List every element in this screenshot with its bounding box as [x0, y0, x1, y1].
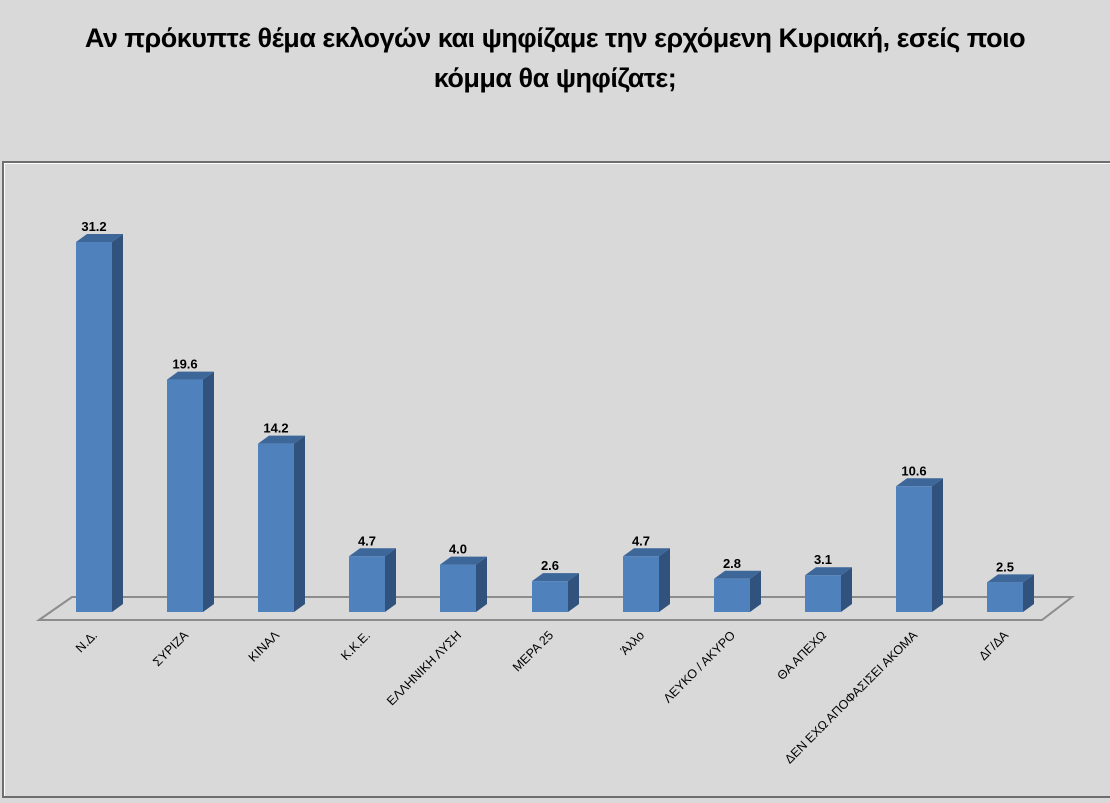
bar-side-face: [841, 567, 852, 612]
bar-series: 31.2 19.6 14.2 4.7 4.0 2.6 4.7 2.8 3.1 10.6 2.5: [76, 219, 1034, 612]
bar-side-face: [203, 371, 214, 612]
bar-top-face: [440, 556, 487, 565]
bar-side-face: [568, 573, 579, 612]
bar-side-face: [659, 548, 670, 612]
chart-title-line-2: κόμμα θα ψηφίζατε;: [433, 63, 677, 93]
bar-top-face: [987, 574, 1034, 583]
bar-front-face: [349, 556, 385, 612]
bar: 2.5: [987, 559, 1034, 612]
bar-front-face: [440, 564, 476, 612]
data-label: 2.5: [996, 559, 1014, 574]
bar-side-face: [385, 548, 396, 612]
x-axis-category-label: ΘΑ ΑΠΕΧΩ: [774, 628, 829, 683]
x-axis-labels: Ν.Δ. ΣΥΡΙΖΑ ΚΙΝΑΛ Κ.Κ.Ε. ΕΛΛΗΝΙΚΗ ΛΥΣΗ ΜΕΡΑ 2…: [73, 628, 1012, 767]
x-axis-category-label: Κ.Κ.Ε.: [338, 628, 373, 663]
bar: 14.2: [258, 421, 305, 612]
bar-top-face: [896, 478, 943, 487]
bar-top-face: [532, 573, 579, 582]
bar: 4.7: [623, 533, 670, 612]
bar-side-face: [932, 478, 943, 612]
chart-title: Αν πρόκυπτε θέμα εκλογών και ψηφίζαμε τη…: [0, 18, 1110, 98]
data-label: 4.7: [358, 533, 376, 548]
bar: 2.6: [532, 558, 579, 612]
bar-side-face: [476, 556, 487, 612]
bar: 10.6: [896, 463, 943, 612]
floor-outline: [35, 596, 1075, 621]
bar-front-face: [714, 578, 750, 612]
x-axis-category-label: ΣΥΡΙΖΑ: [150, 628, 191, 669]
bar-top-face: [167, 371, 214, 380]
data-label: 4.7: [632, 533, 650, 548]
data-label: 10.6: [901, 463, 926, 478]
x-axis-category-label: ΕΛΛΗΝΙΚΗ ΛΥΣΗ: [384, 628, 464, 708]
bar: 4.0: [440, 542, 487, 612]
bar-top-face: [623, 548, 670, 557]
bar-side-face: [294, 435, 305, 612]
plot-area-frame: [2, 161, 1110, 798]
bar-top-face: [805, 567, 852, 576]
data-label: 3.1: [814, 552, 832, 567]
bar-front-face: [76, 242, 112, 612]
bar: 4.7: [349, 533, 396, 612]
bar-front-face: [258, 443, 294, 612]
data-label: 14.2: [263, 421, 288, 436]
data-label: 4.0: [449, 542, 467, 557]
bar: 2.8: [714, 556, 761, 612]
x-axis-category-label: Άλλο: [618, 628, 647, 657]
data-label: 19.6: [172, 357, 197, 372]
data-label: 31.2: [81, 219, 106, 234]
x-axis-category-label: ΔΓ/ΔΑ: [976, 628, 1011, 663]
bar-front-face: [532, 581, 568, 612]
data-label: 2.8: [723, 556, 741, 571]
bar-front-face: [805, 575, 841, 612]
bar-side-face: [1023, 574, 1034, 612]
bar: 19.6: [167, 357, 214, 612]
data-label: 2.6: [541, 558, 559, 573]
chart-title-line-1: Αν πρόκυπτε θέμα εκλογών και ψηφίζαμε τη…: [84, 23, 1026, 53]
bar-front-face: [896, 486, 932, 612]
bar-side-face: [112, 234, 123, 612]
bar-side-face: [750, 570, 761, 612]
bar-top-face: [349, 548, 396, 557]
bar-front-face: [987, 582, 1023, 612]
bar: 3.1: [805, 552, 852, 612]
bar-front-face: [623, 556, 659, 612]
x-axis-category-label: ΛΕΥΚΟ / ΑΚΥΡΟ: [661, 628, 739, 706]
x-axis-category-label: ΜΕΡΑ 25: [510, 628, 556, 674]
chart-floor: [35, 596, 1075, 621]
bar-front-face: [167, 379, 203, 612]
x-axis-category-label: ΚΙΝΑΛ: [246, 628, 283, 665]
bar-top-face: [76, 234, 123, 242]
bar-top-face: [714, 570, 761, 579]
bar: 31.2: [76, 219, 123, 612]
bar-top-face: [258, 435, 305, 444]
x-axis-category-label: Ν.Δ.: [73, 628, 100, 655]
